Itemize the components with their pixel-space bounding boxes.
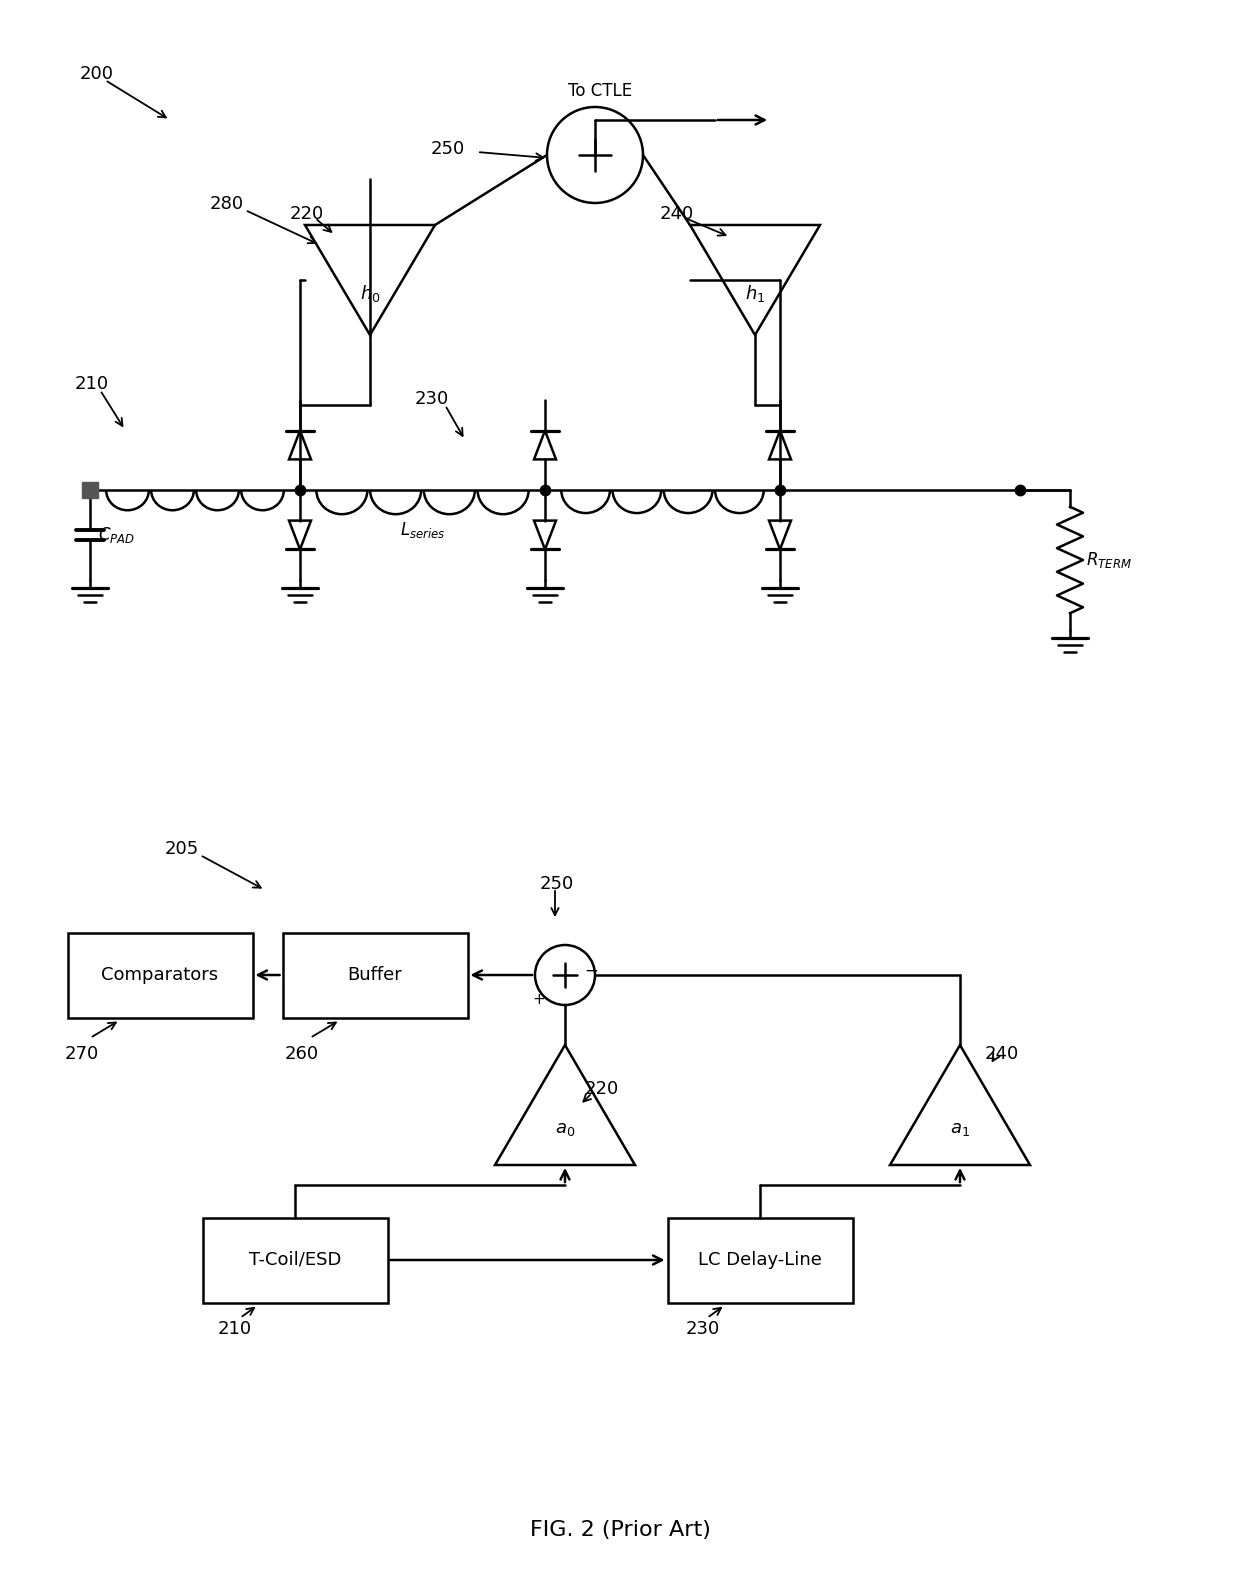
Text: $h_1$: $h_1$ xyxy=(745,283,765,305)
Text: T-Coil/ESD: T-Coil/ESD xyxy=(249,1251,341,1269)
Circle shape xyxy=(534,945,595,1005)
Text: −: − xyxy=(584,962,598,979)
Text: 280: 280 xyxy=(210,195,244,212)
Bar xyxy=(202,1217,387,1303)
Text: 270: 270 xyxy=(64,1045,99,1063)
Text: 230: 230 xyxy=(686,1320,720,1338)
Text: Buffer: Buffer xyxy=(347,967,402,984)
Text: $h_0$: $h_0$ xyxy=(360,283,381,305)
Text: $L_{series}$: $L_{series}$ xyxy=(399,520,445,541)
Text: 220: 220 xyxy=(290,204,324,223)
Text: 200: 200 xyxy=(81,64,114,83)
Bar xyxy=(283,932,467,1017)
Circle shape xyxy=(547,107,644,203)
Text: Comparators: Comparators xyxy=(102,967,218,984)
Text: $C_{PAD}$: $C_{PAD}$ xyxy=(98,525,135,545)
Text: 210: 210 xyxy=(218,1320,252,1338)
Text: 260: 260 xyxy=(285,1045,319,1063)
Bar xyxy=(667,1217,853,1303)
Text: FIG. 2 (Prior Art): FIG. 2 (Prior Art) xyxy=(529,1520,711,1541)
Text: 240: 240 xyxy=(985,1045,1019,1063)
Text: +: + xyxy=(533,992,546,1006)
Text: $R_{TERM}$: $R_{TERM}$ xyxy=(1086,550,1132,571)
Text: 250: 250 xyxy=(430,140,465,159)
Text: $a_0$: $a_0$ xyxy=(554,1119,575,1138)
Text: $a_1$: $a_1$ xyxy=(950,1119,970,1138)
Text: 210: 210 xyxy=(74,376,109,393)
Text: 230: 230 xyxy=(415,390,449,409)
Text: To CTLE: To CTLE xyxy=(568,82,632,101)
Text: 240: 240 xyxy=(660,204,694,223)
Bar xyxy=(67,932,253,1017)
Text: 205: 205 xyxy=(165,839,200,858)
Text: 250: 250 xyxy=(539,876,574,893)
Text: 220: 220 xyxy=(585,1080,619,1097)
Text: LC Delay-Line: LC Delay-Line xyxy=(698,1251,822,1269)
